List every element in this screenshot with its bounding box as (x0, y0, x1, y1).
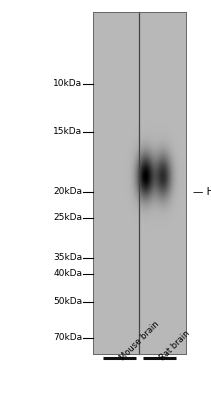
Text: 25kDa: 25kDa (53, 214, 82, 222)
Text: 20kDa: 20kDa (53, 188, 82, 196)
Text: Mouse brain: Mouse brain (118, 319, 161, 362)
Bar (93, 12, 186, 354)
Text: 35kDa: 35kDa (53, 254, 82, 262)
Text: Rat brain: Rat brain (158, 328, 192, 362)
Text: 40kDa: 40kDa (53, 270, 82, 278)
Text: — HRAS: — HRAS (193, 187, 211, 197)
Text: 50kDa: 50kDa (53, 298, 82, 306)
Text: 70kDa: 70kDa (53, 334, 82, 342)
Text: 15kDa: 15kDa (53, 128, 82, 136)
Text: 10kDa: 10kDa (53, 80, 82, 88)
